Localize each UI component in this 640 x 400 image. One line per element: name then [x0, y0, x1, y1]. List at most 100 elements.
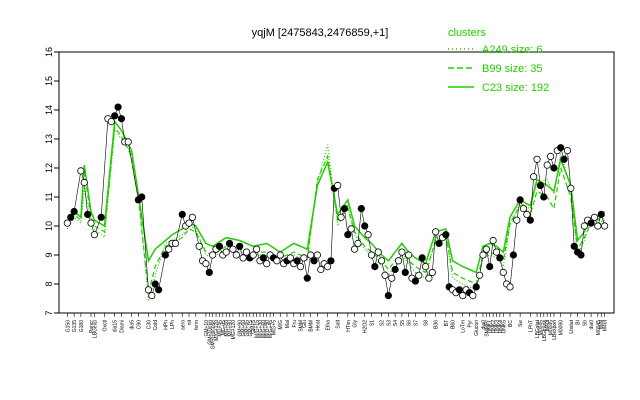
x-tick-label: BC: [508, 320, 514, 327]
legend-label-dashed: B99 size: 35: [482, 63, 543, 75]
point-connector: [570, 188, 575, 247]
data-point: [540, 193, 548, 201]
point-connector: [83, 182, 88, 215]
data-point: [148, 291, 156, 300]
data-point: [391, 265, 399, 274]
x-tick-label: SMMPr: [484, 320, 490, 337]
data-point: [523, 210, 531, 218]
x-tick-label: Sb: [582, 320, 588, 326]
x-tick-label: M40t: [603, 319, 609, 331]
data-point: [482, 245, 490, 253]
data-point: [286, 254, 294, 262]
y-tick-label: 11: [44, 192, 54, 201]
data-point: [425, 274, 433, 282]
legend-entry-dotted: A249 size: 6: [448, 44, 543, 56]
data-point: [87, 219, 95, 227]
point-connector: [73, 170, 82, 212]
point-connector: [306, 254, 311, 279]
x-tick-label: LoTm: [461, 320, 467, 333]
data-point: [597, 210, 605, 218]
x-tick-label: G150: [65, 320, 71, 332]
data-point: [188, 213, 196, 221]
data-point: [543, 161, 551, 169]
point-connector: [192, 217, 200, 247]
point-connector: [431, 231, 436, 273]
data-point: [340, 205, 349, 213]
data-point: [178, 210, 186, 218]
data-point: [303, 274, 311, 282]
data-point: [384, 291, 392, 300]
data-point: [236, 242, 244, 250]
data-point: [415, 271, 423, 279]
data-point: [209, 251, 217, 259]
y-tick-label: 9: [44, 252, 54, 257]
data-point: [367, 251, 376, 259]
data-point: [354, 239, 362, 247]
x-tick-label: GM+15: [248, 320, 254, 337]
data-point: [151, 280, 159, 288]
data-point: [334, 181, 342, 189]
x-tick-label: UNK2: [491, 320, 497, 334]
legend: clusters A249 size: 6 B99 size: 35 C23 s…: [448, 27, 549, 94]
x-tick-label: H2O2: [363, 320, 369, 333]
x-tick-label: GM+90: [238, 320, 244, 337]
data-point: [313, 251, 322, 259]
data-point: [337, 213, 345, 221]
x-tick-label: B60: [451, 320, 457, 329]
data-point: [90, 231, 99, 239]
legend-label-dotted: A249 size: 6: [482, 44, 543, 56]
x-tick-label: M/G+60: [261, 320, 267, 338]
data-point: [327, 257, 335, 265]
data-point: [215, 242, 224, 250]
data-point: [530, 173, 538, 181]
x-tick-label: Diami: [119, 320, 125, 333]
x-tick-label: ferm: [194, 320, 200, 330]
data-point: [67, 213, 75, 221]
x-tick-label: Sw: [518, 320, 524, 327]
x-tick-label: MG+t5: [221, 320, 227, 335]
data-point: [432, 228, 440, 236]
data-point: [296, 262, 305, 271]
data-point: [239, 254, 247, 262]
x-tick-label: G135: [72, 320, 78, 332]
x-tick-label: GM+10: [204, 320, 210, 337]
data-point: [361, 222, 369, 230]
data-point: [526, 216, 534, 224]
data-point: [398, 248, 406, 256]
data-point: [381, 271, 389, 279]
x-tick-label: LBGtrans: [542, 320, 548, 342]
x-tick-label: G180: [79, 320, 85, 332]
series-line-dashed: [66, 125, 605, 293]
data-point: [293, 257, 301, 265]
data-point: [428, 268, 436, 276]
x-tick-label: M40t: [545, 319, 551, 331]
data-point: [165, 245, 173, 253]
data-point: [418, 254, 426, 262]
point-connector: [408, 254, 413, 279]
data-point: [117, 115, 126, 123]
x-tick-label: HPh: [163, 320, 169, 330]
data-point: [489, 236, 497, 245]
x-tick-label: MG+45: [217, 320, 223, 337]
data-point: [300, 254, 308, 262]
data-point: [388, 274, 396, 282]
point-connector: [337, 185, 342, 218]
y-tick-label: 16: [44, 47, 54, 57]
x-tick-label: aero: [180, 320, 186, 330]
x-tick-label: S2: [380, 320, 386, 326]
x-tick-label: MG+120: [231, 320, 237, 340]
x-tick-label: Mal: [285, 320, 291, 328]
data-point: [401, 268, 409, 276]
x-tick-label: C30: [146, 320, 152, 329]
data-point: [63, 219, 71, 227]
data-point: [70, 207, 78, 216]
data-point: [570, 242, 578, 250]
x-tick-label: GM+Glucose: [211, 320, 217, 350]
x-tick-label: LBexpon: [552, 320, 558, 340]
data-point: [486, 262, 494, 271]
x-tick-label: LPhT: [528, 320, 534, 332]
data-point: [364, 231, 372, 239]
point-connector: [141, 196, 149, 290]
x-tick-label: dia0: [589, 320, 595, 330]
x-tick-label: M/G: [278, 320, 284, 330]
